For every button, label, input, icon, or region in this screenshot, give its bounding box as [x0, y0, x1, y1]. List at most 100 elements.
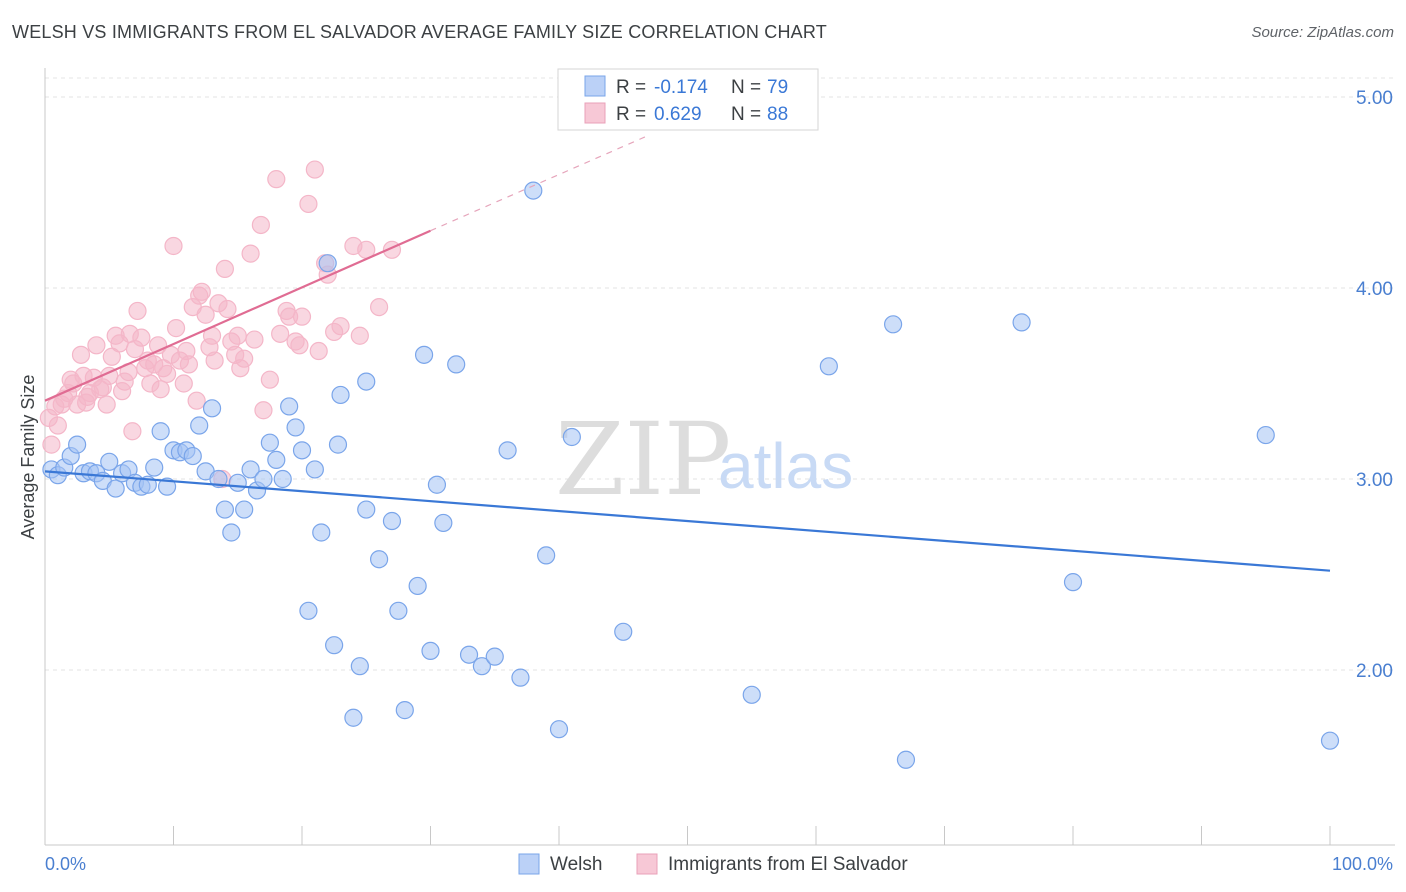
- chart-title: WELSH VS IMMIGRANTS FROM EL SALVADOR AVE…: [12, 22, 827, 42]
- data-point-welsh: [312, 523, 331, 542]
- data-point-welsh: [498, 441, 517, 460]
- legend-r-value: 0.629: [654, 104, 702, 125]
- data-point-welsh: [421, 641, 440, 661]
- data-point-welsh: [434, 513, 453, 533]
- data-point-immigrants: [251, 215, 270, 235]
- data-point-welsh: [370, 550, 389, 569]
- trend-lines: [44, 134, 1331, 572]
- data-point-immigrants: [48, 416, 67, 435]
- y-axis-title: Average Family Size: [18, 375, 38, 540]
- data-point-immigrants: [123, 422, 142, 441]
- data-point-immigrants: [254, 401, 273, 420]
- data-point-immigrants: [218, 299, 237, 319]
- data-point-welsh: [222, 523, 241, 542]
- data-point-welsh: [235, 500, 254, 519]
- data-point-welsh: [68, 435, 87, 454]
- data-point-immigrants: [196, 305, 215, 324]
- legend-r-label: R =: [616, 104, 646, 125]
- legend-r-label: R =: [616, 77, 646, 98]
- data-point-welsh: [896, 750, 916, 769]
- data-point-welsh: [537, 546, 556, 565]
- legend-n-value: 88: [767, 104, 788, 125]
- data-point-immigrants: [78, 387, 97, 406]
- axis-labels: 2.00 3.00 4.00 5.00 0.0% 100.0% Average Family…: [18, 88, 1393, 874]
- data-point-welsh: [472, 657, 491, 676]
- data-point-immigrants: [309, 341, 328, 361]
- data-point-welsh: [511, 668, 530, 687]
- data-point-welsh: [459, 645, 479, 664]
- data-point-welsh: [145, 458, 164, 477]
- data-point-welsh: [549, 720, 569, 739]
- data-point-welsh: [819, 357, 838, 376]
- data-point-welsh: [209, 469, 228, 489]
- y-tick-label: 2.00: [1356, 661, 1393, 682]
- data-point-welsh: [427, 475, 447, 494]
- data-point-immigrants: [228, 326, 247, 345]
- data-point-welsh: [883, 315, 903, 334]
- data-point-welsh: [106, 479, 125, 498]
- data-point-immigrants: [215, 259, 234, 278]
- legend-n-label: N =: [731, 77, 761, 98]
- data-point-immigrants: [192, 282, 211, 301]
- data-point-welsh: [299, 601, 318, 620]
- trend-line-welsh: [44, 470, 1331, 572]
- data-point-welsh: [241, 460, 260, 479]
- data-point-immigrants: [260, 370, 279, 389]
- data-point-welsh: [151, 422, 170, 441]
- data-point-immigrants: [151, 380, 170, 399]
- data-point-immigrants: [271, 324, 290, 343]
- data-point-immigrants: [102, 347, 121, 366]
- data-point-immigrants: [305, 160, 324, 179]
- data-point-welsh: [389, 601, 408, 620]
- data-point-welsh: [331, 385, 350, 405]
- data-point-welsh: [328, 435, 348, 454]
- data-point-welsh: [318, 254, 337, 273]
- data-point-welsh: [344, 708, 363, 727]
- data-point-welsh: [267, 450, 286, 469]
- data-point-welsh: [447, 355, 466, 374]
- x-tick-label: 100.0%: [1332, 854, 1393, 874]
- data-point-welsh: [292, 441, 312, 460]
- legend-swatch: [584, 102, 606, 124]
- x-tick-label: 0.0%: [45, 854, 86, 874]
- data-point-welsh: [357, 372, 376, 391]
- data-point-immigrants: [290, 336, 309, 355]
- legend-swatch: [584, 75, 606, 97]
- data-point-immigrants: [241, 244, 260, 263]
- trend-line-immigrants: [44, 229, 431, 402]
- data-point-welsh: [408, 576, 427, 596]
- data-point-immigrants: [350, 326, 369, 345]
- data-point-welsh: [485, 647, 504, 666]
- legend-r-value: -0.174: [654, 77, 708, 98]
- data-point-immigrants: [166, 319, 186, 338]
- data-point-welsh: [382, 511, 402, 531]
- data-point-welsh: [286, 418, 305, 437]
- y-tick-label: 5.00: [1356, 88, 1393, 109]
- data-point-immigrants: [187, 391, 206, 410]
- data-point-immigrants: [179, 355, 199, 374]
- watermark-atlas: atlas: [718, 430, 853, 502]
- y-tick-label: 3.00: [1356, 470, 1393, 491]
- data-point-welsh: [350, 657, 369, 676]
- grid-lines: [45, 77, 1395, 671]
- data-point-welsh: [414, 345, 434, 364]
- axes: [44, 68, 1395, 846]
- stats-legend: R = -0.174 N = 79 R = 0.629 N = 88: [557, 68, 819, 131]
- data-point-immigrants: [128, 301, 147, 321]
- data-point-welsh: [157, 477, 177, 496]
- data-point-immigrants: [42, 435, 61, 454]
- data-point-immigrants: [120, 324, 139, 343]
- data-point-immigrants: [87, 336, 106, 355]
- data-point-immigrants: [157, 364, 177, 384]
- data-point-immigrants: [267, 170, 286, 189]
- series-legend: Welsh Immigrants from El Salvador: [518, 853, 908, 875]
- data-point-welsh: [215, 500, 234, 519]
- data-point-welsh: [614, 622, 633, 641]
- data-point-immigrants: [71, 345, 91, 364]
- data-point-welsh: [100, 452, 119, 471]
- data-point-immigrants: [235, 349, 254, 368]
- legend-label-welsh: Welsh: [550, 854, 602, 875]
- data-point-immigrants: [97, 395, 116, 414]
- data-point-welsh: [742, 685, 761, 704]
- legend-n-label: N =: [731, 104, 761, 125]
